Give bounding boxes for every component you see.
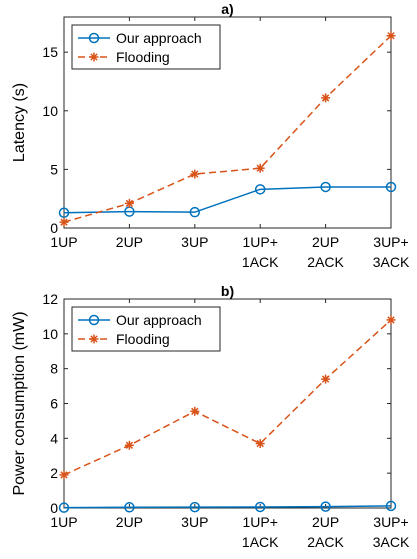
series-our-approach — [58, 500, 397, 513]
x-tick-label: 2UP — [312, 234, 339, 250]
chart-panel-b: b) 0 2 4 6 8 10 12 1UP 2UP 3UP 1UP+ 1ACK 2UP 2ACK 3UP+ 3… — [11, 283, 410, 550]
x-tick-label: 1ACK — [242, 254, 279, 270]
x-tick-label: 2ACK — [307, 534, 344, 550]
y-tick-label: 0 — [50, 220, 58, 236]
data-point — [124, 440, 134, 450]
legend-marker — [88, 32, 100, 44]
data-point — [190, 406, 200, 416]
chart-title: b) — [221, 283, 234, 299]
x-tick-label: 1UP+ — [242, 234, 277, 250]
legend: Our approach Flooding — [71, 306, 221, 352]
data-point — [58, 207, 70, 219]
x-tick-label: 3UP+ — [373, 234, 408, 250]
legend-marker — [88, 314, 100, 326]
asterisk-stroke — [60, 218, 68, 226]
data-point — [320, 501, 331, 512]
x-tick-label: 3UP — [181, 234, 208, 250]
data-point — [124, 198, 134, 208]
series-line — [63, 186, 391, 214]
legend-label: Our approach — [116, 30, 202, 46]
data-point — [320, 181, 331, 193]
data-point — [189, 206, 201, 218]
asterisk-stroke — [321, 94, 330, 102]
series-flooding — [59, 31, 396, 227]
legend-label: Flooding — [116, 49, 170, 65]
data-point — [58, 502, 70, 513]
data-point — [321, 93, 331, 103]
asterisk-stroke — [90, 335, 98, 343]
data-point — [189, 501, 201, 513]
asterisk-stroke — [321, 375, 330, 383]
x-tick-label: 1UP+ — [242, 514, 277, 530]
data-point — [385, 181, 397, 193]
legend-label: Flooding — [116, 331, 170, 347]
data-point — [386, 31, 396, 41]
legend: Our approach Flooding — [71, 24, 221, 70]
asterisk-stroke — [90, 53, 98, 61]
y-tick-label: 10 — [42, 103, 58, 119]
asterisk-stroke — [256, 164, 264, 172]
data-point — [59, 470, 69, 480]
asterisk-stroke — [191, 170, 199, 178]
x-tick-label: 1UP — [50, 234, 77, 250]
x-tick-label: 2UP — [312, 514, 339, 530]
x-tick-label: 3ACK — [373, 254, 410, 270]
chart-title: a) — [221, 1, 233, 17]
y-tick-label: 6 — [50, 396, 58, 412]
data-point — [190, 169, 200, 179]
series-line — [63, 319, 392, 476]
series-our-approach — [58, 181, 397, 219]
data-point — [255, 163, 265, 173]
y-tick-label: 2 — [50, 465, 58, 481]
data-point — [59, 217, 69, 227]
x-tick-label: 1UP — [50, 514, 77, 530]
legend-marker — [89, 334, 99, 344]
x-tick-label: 2UP — [116, 514, 143, 530]
data-point — [321, 374, 331, 384]
chart-panel-a: a) 0 5 10 15 1UP 2UP 3UP 1UP+ 1ACK 2UP 2ACK 3UP+ 3ACK… — [11, 1, 410, 270]
data-point — [386, 315, 396, 325]
x-tick-label: 2UP — [116, 234, 143, 250]
legend-box — [71, 24, 221, 70]
y-tick-label: 5 — [50, 161, 58, 177]
x-tick-label: 3UP — [181, 514, 208, 530]
x-tick-label: 3ACK — [373, 534, 410, 550]
data-point — [254, 184, 266, 195]
y-tick-label: 4 — [50, 430, 58, 446]
legend-marker — [89, 52, 99, 62]
y-tick-label: 8 — [50, 361, 58, 377]
x-tick-label: 3UP+ — [373, 514, 408, 530]
asterisk-stroke — [125, 441, 134, 449]
series-flooding — [59, 315, 396, 480]
asterisk-stroke — [256, 439, 264, 448]
y-axis-title: Latency (s) — [11, 83, 28, 162]
series-line — [63, 35, 392, 223]
y-axis-title: Power consumption (mW) — [11, 311, 28, 495]
y-tick-label: 0 — [50, 500, 58, 516]
y-tick-label: 10 — [42, 326, 58, 342]
data-point — [385, 500, 397, 512]
x-tick-label: 1ACK — [242, 534, 279, 550]
asterisk-stroke — [387, 316, 395, 324]
asterisk-stroke — [60, 471, 68, 479]
asterisk-stroke — [125, 199, 134, 208]
data-point — [124, 502, 135, 513]
asterisk-stroke — [191, 407, 199, 416]
legend-label: Our approach — [116, 312, 202, 328]
x-tick-label: 2ACK — [307, 254, 344, 270]
y-tick-label: 12 — [42, 291, 58, 307]
series-line — [63, 505, 392, 509]
data-point — [255, 439, 265, 449]
y-tick-label: 15 — [42, 44, 58, 60]
data-point — [254, 501, 266, 513]
legend-box — [71, 306, 221, 352]
asterisk-stroke — [387, 32, 395, 40]
